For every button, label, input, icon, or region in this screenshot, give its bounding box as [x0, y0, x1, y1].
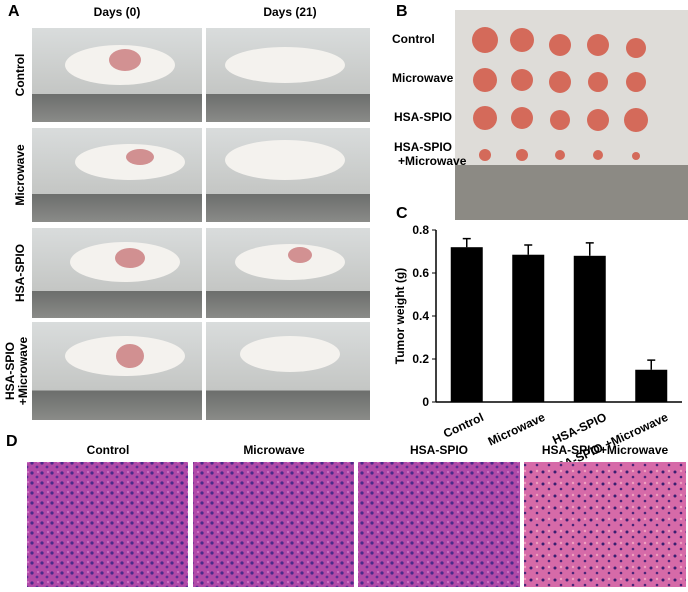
row-label: HSA-SPIO	[394, 140, 452, 154]
x-tick-label: Microwave	[486, 410, 548, 449]
row-label: HSA-SPIO	[13, 244, 27, 302]
column-title: Days (21)	[263, 5, 316, 19]
panel-b: B Control Microwave HSA-SPIO HSA-SPIO +M…	[392, 3, 688, 220]
row-label: Microwave	[392, 71, 454, 85]
y-tick-label: 0.8	[412, 223, 429, 237]
photos	[32, 28, 370, 420]
row-label: Control	[13, 54, 27, 97]
error-bar	[524, 244, 533, 255]
panel-d: D Control Microwave HSA-SPIO HSA-SPIO+Mi…	[6, 433, 686, 587]
panel-letter: A	[8, 3, 20, 20]
x-tick-label: Control	[441, 410, 486, 441]
panel-c: C Tumor weight (g) 0 0.2 0.4 0.6 0.8 Control M…	[393, 205, 682, 478]
row-label: HSA-SPIO	[3, 342, 17, 400]
y-tick-label: 0.4	[412, 309, 429, 323]
ruler	[455, 165, 688, 220]
y-axis-label: Tumor weight (g)	[393, 268, 407, 364]
bar	[573, 255, 606, 402]
y-tick-label: 0	[422, 395, 429, 409]
bar	[450, 247, 483, 402]
panel-a: A Days (0) Days (21) Control Microwave H…	[3, 3, 370, 420]
bar	[512, 254, 545, 402]
y-tick-label: 0.6	[412, 266, 429, 280]
error-bar	[462, 237, 471, 248]
bar	[635, 369, 668, 402]
row-label: +Microwave	[16, 336, 30, 405]
row-label: Microwave	[13, 144, 27, 206]
image-title: HSA-SPIO+Microwave	[542, 443, 669, 457]
error-bar	[585, 242, 594, 256]
panel-letter: B	[396, 3, 408, 20]
image-title: Microwave	[243, 443, 305, 457]
image-title: Control	[87, 443, 130, 457]
image-title: HSA-SPIO	[410, 443, 468, 457]
histology-image	[524, 462, 686, 587]
panel-letter: C	[396, 205, 408, 222]
histology-image	[27, 462, 188, 587]
y-tick-label: 0.2	[412, 352, 429, 366]
error-bar	[647, 359, 656, 370]
histology-image	[358, 462, 520, 587]
row-label: +Microwave	[398, 154, 467, 168]
column-title: Days (0)	[94, 5, 141, 19]
panel-letter: D	[6, 433, 18, 450]
row-label: Control	[392, 32, 435, 46]
tumors	[472, 27, 648, 161]
histology-image	[193, 462, 354, 587]
row-label: HSA-SPIO	[394, 110, 452, 124]
